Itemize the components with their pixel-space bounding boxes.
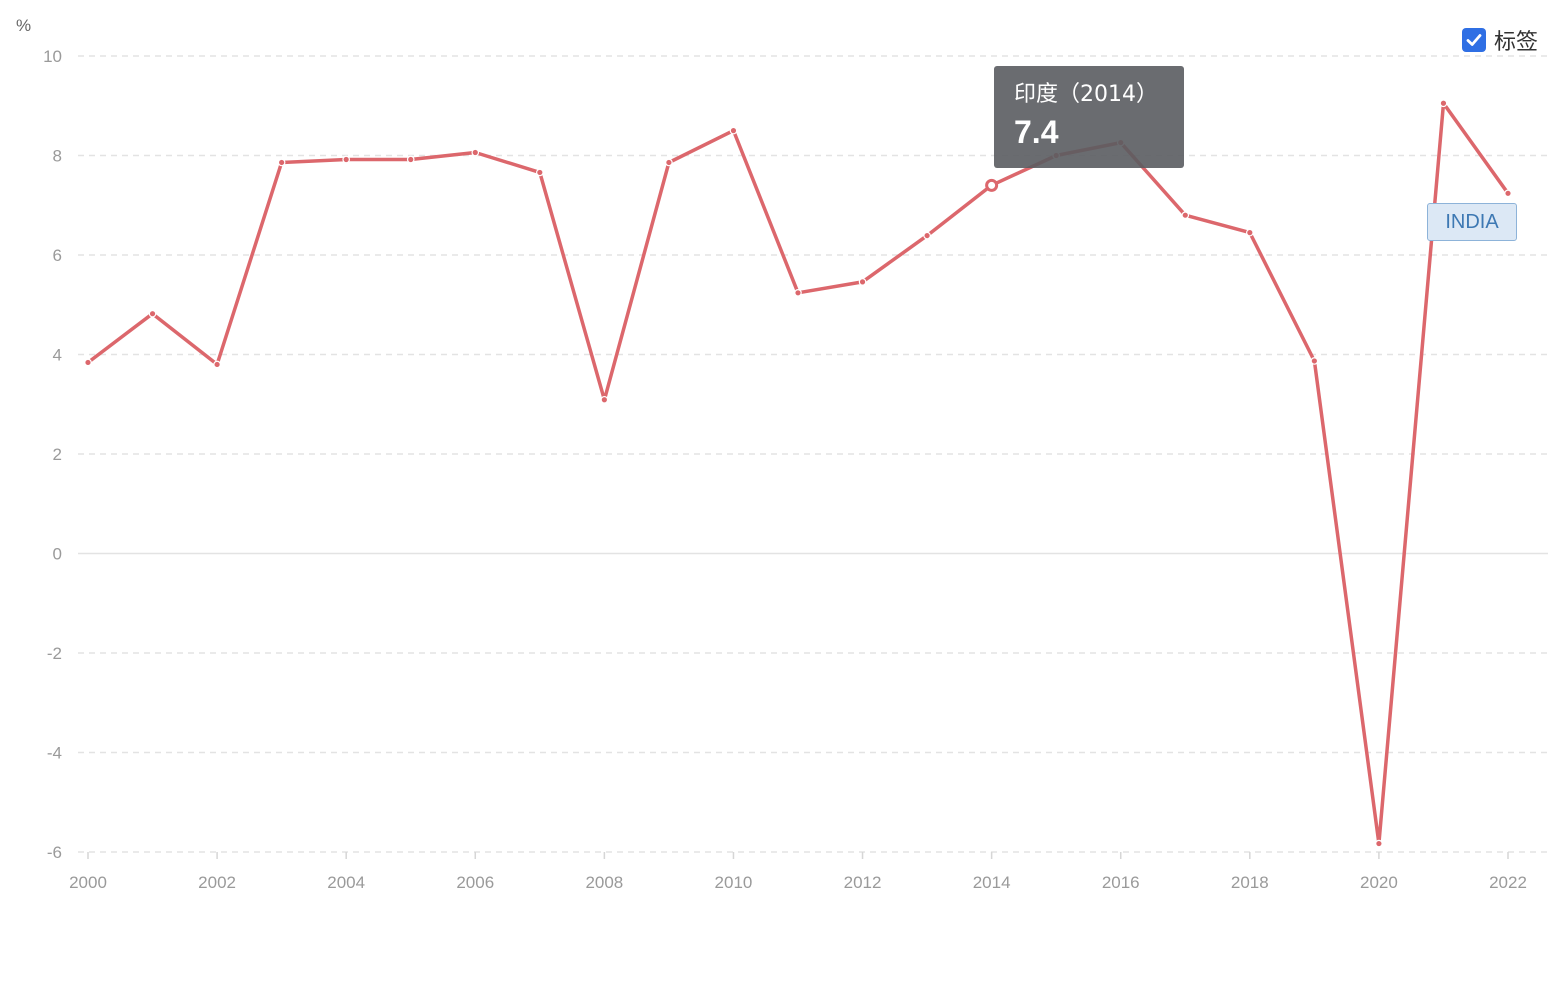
data-point[interactable] xyxy=(794,289,802,297)
series-end-label: INDIA xyxy=(1427,203,1517,241)
axes: 10 8 6 4 2 0 -2 -4 -6 2000 2002 2004 2006 2008 2010 201… xyxy=(43,47,1527,892)
x-tick-label: 2014 xyxy=(973,873,1011,892)
x-tick-label: 2004 xyxy=(327,873,365,892)
y-tick-label: 6 xyxy=(53,246,62,265)
grid-lines xyxy=(78,55,1548,853)
data-point[interactable] xyxy=(1181,211,1190,220)
y-tick-label: 2 xyxy=(53,445,62,464)
y-tick-label: 4 xyxy=(53,346,62,365)
y-tick-label: -2 xyxy=(47,644,62,663)
data-point[interactable] xyxy=(729,126,738,135)
series-line[interactable] xyxy=(86,101,1510,846)
data-point[interactable] xyxy=(600,395,609,404)
y-axis-unit-label: % xyxy=(16,16,31,35)
data-point[interactable] xyxy=(213,360,221,369)
x-tick-label: 2008 xyxy=(585,873,623,892)
data-point[interactable] xyxy=(1310,357,1319,365)
data-point[interactable] xyxy=(471,148,480,157)
data-point[interactable] xyxy=(1375,839,1383,848)
y-tick-label: 8 xyxy=(53,147,62,166)
x-tick-label: 2000 xyxy=(69,873,107,892)
data-point[interactable] xyxy=(84,358,92,367)
tooltip-title: 印度（2014） xyxy=(1014,82,1158,107)
data-point[interactable] xyxy=(1504,189,1512,198)
checkbox-checked-icon[interactable] xyxy=(1461,28,1486,52)
data-point[interactable] xyxy=(1246,228,1254,237)
x-tick-label: 2012 xyxy=(844,873,882,892)
tooltip-value: 7.4 xyxy=(1014,114,1059,150)
label-toggle[interactable]: 标签 xyxy=(1461,24,1538,56)
data-point-active[interactable] xyxy=(985,178,999,192)
data-point[interactable] xyxy=(148,309,157,318)
x-tick-label: 2020 xyxy=(1360,873,1398,892)
series-india[interactable] xyxy=(84,99,1512,848)
data-point[interactable] xyxy=(342,155,350,164)
data-point[interactable] xyxy=(665,158,673,167)
x-tick-label: 2016 xyxy=(1102,873,1140,892)
y-tick-label: -6 xyxy=(47,843,62,862)
y-tick-label: 10 xyxy=(43,47,62,66)
data-point[interactable] xyxy=(1439,99,1448,108)
data-tooltip: 印度（2014） 7.4 xyxy=(994,66,1184,168)
x-tick-label: 2010 xyxy=(715,873,753,892)
y-tick-label: 0 xyxy=(53,545,62,564)
data-point[interactable] xyxy=(536,168,544,177)
x-tick-label: 2018 xyxy=(1231,873,1269,892)
data-point[interactable] xyxy=(277,158,286,167)
x-tick-label: 2002 xyxy=(198,873,236,892)
data-point[interactable] xyxy=(923,231,931,240)
y-tick-label: -4 xyxy=(47,744,62,763)
x-tick-label: 2006 xyxy=(456,873,494,892)
data-point[interactable] xyxy=(406,155,415,164)
label-toggle-text: 标签 xyxy=(1493,30,1538,55)
x-tick-label: 2022 xyxy=(1489,873,1527,892)
data-point[interactable] xyxy=(858,278,867,286)
